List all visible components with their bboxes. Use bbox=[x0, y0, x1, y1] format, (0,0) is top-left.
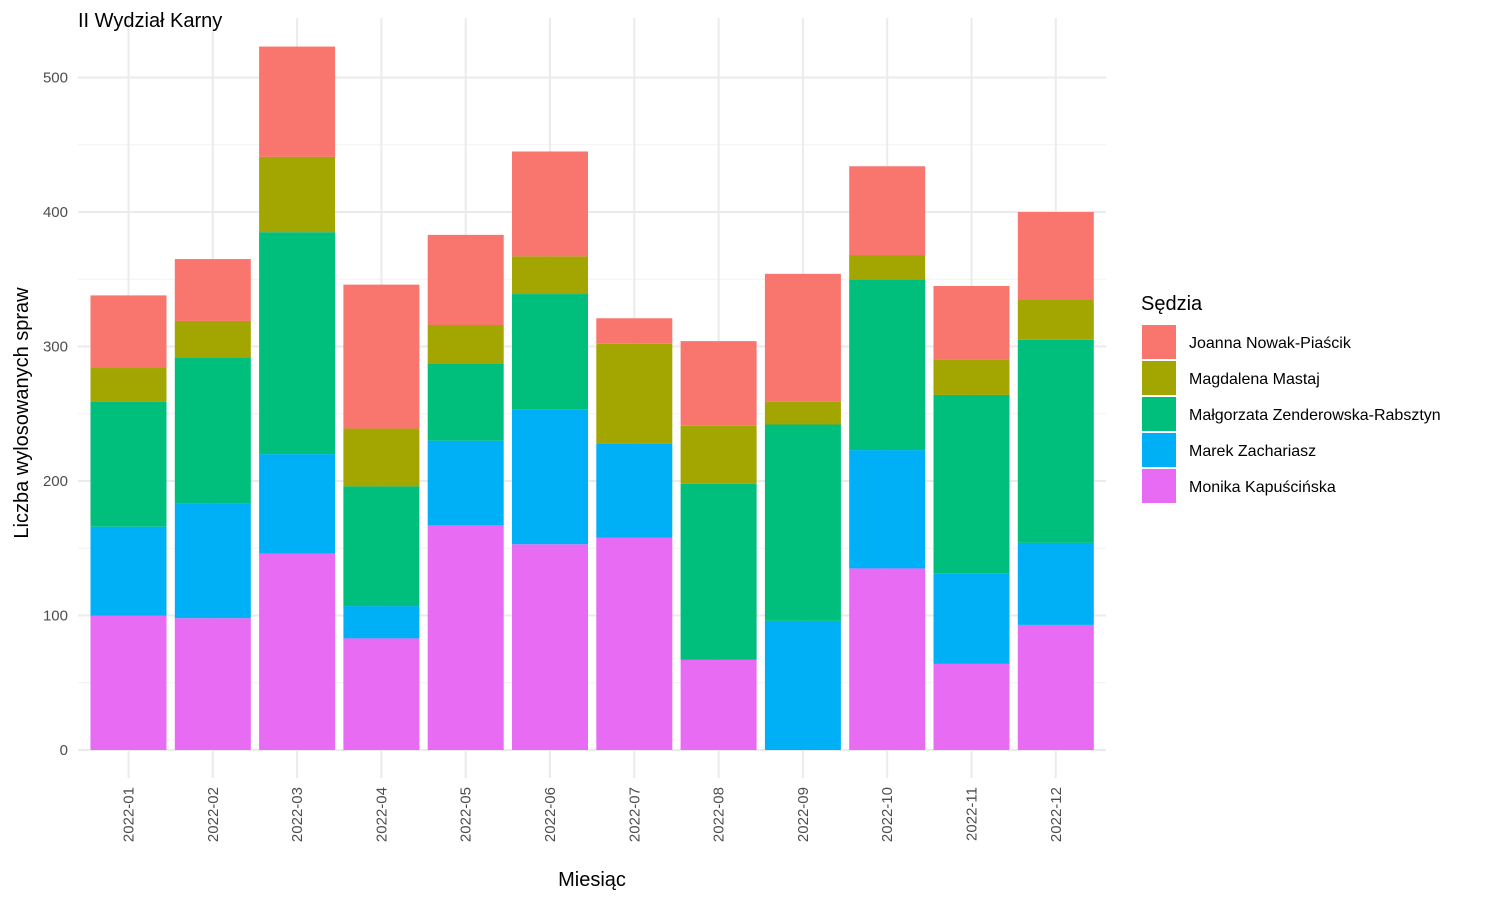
bar-segment-2022-04-0 bbox=[343, 638, 420, 750]
bar-segment-2022-07-3 bbox=[596, 343, 673, 444]
legend-key bbox=[1142, 325, 1176, 359]
x-tick-label-2022-03: 2022-03 bbox=[289, 787, 306, 842]
bar-segment-2022-07-1 bbox=[596, 443, 673, 538]
x-tick-label-2022-08: 2022-08 bbox=[711, 787, 728, 842]
bar-segment-2022-02-0 bbox=[174, 618, 251, 750]
y-axis-ticks: 0 100 200 300 400 500 bbox=[43, 70, 68, 760]
bar-segment-2022-01-0 bbox=[90, 615, 167, 750]
x-tick-label-2022-04: 2022-04 bbox=[373, 787, 390, 842]
bar-segment-2022-11-1 bbox=[933, 573, 1010, 664]
bar-segment-2022-01-1 bbox=[90, 526, 167, 616]
bar-segment-2022-06-0 bbox=[512, 544, 588, 750]
bar-segment-2022-05-3 bbox=[427, 324, 504, 364]
bar-segment-2022-06-1 bbox=[512, 409, 588, 545]
bar-segment-2022-01-2 bbox=[90, 401, 167, 527]
y-tick-label-0: 0 bbox=[60, 742, 68, 759]
bar-segment-2022-06-4 bbox=[512, 151, 588, 257]
bar-segment-2022-02-4 bbox=[174, 259, 251, 321]
legend-key bbox=[1142, 433, 1176, 467]
bar-segment-2022-06-3 bbox=[512, 256, 588, 295]
bar-segment-2022-10-0 bbox=[849, 568, 926, 750]
x-tick-label-2022-11: 2022-11 bbox=[964, 787, 981, 841]
bar-segment-2022-05-1 bbox=[427, 440, 504, 526]
legend-label: Marek Zachariasz bbox=[1189, 443, 1316, 460]
bar-segment-2022-11-3 bbox=[933, 359, 1010, 395]
bar-segment-2022-03-2 bbox=[259, 232, 336, 455]
bar-segment-2022-05-0 bbox=[427, 525, 504, 750]
bar-segment-2022-08-4 bbox=[680, 341, 757, 426]
y-tick-label-100: 100 bbox=[43, 608, 68, 625]
legend-key bbox=[1142, 397, 1176, 431]
legend-label: Monika Kapuścińska bbox=[1189, 479, 1336, 496]
bars-layer bbox=[90, 46, 1094, 750]
bar-segment-2022-04-1 bbox=[343, 606, 420, 639]
bar-segment-2022-09-3 bbox=[764, 401, 841, 425]
chart-title: II Wydział Karny bbox=[78, 10, 222, 32]
legend-key bbox=[1142, 469, 1176, 503]
bar-segment-2022-02-3 bbox=[174, 320, 251, 358]
y-tick-label-200: 200 bbox=[43, 473, 68, 490]
bar-segment-2022-05-2 bbox=[427, 363, 504, 441]
bar-segment-2022-11-2 bbox=[933, 394, 1010, 574]
x-tick-label-2022-02: 2022-02 bbox=[205, 787, 222, 842]
bar-segment-2022-10-4 bbox=[849, 166, 926, 256]
y-tick-label-300: 300 bbox=[43, 339, 68, 356]
bar-segment-2022-06-2 bbox=[512, 294, 588, 410]
x-tick-label-2022-01: 2022-01 bbox=[121, 787, 138, 842]
x-tick-label-2022-06: 2022-06 bbox=[542, 787, 559, 842]
bar-segment-2022-08-2 bbox=[680, 483, 757, 660]
bar-segment-2022-09-2 bbox=[764, 424, 841, 621]
legend-label: Magdalena Mastaj bbox=[1189, 371, 1320, 388]
bar-segment-2022-10-3 bbox=[849, 255, 926, 280]
legend: Sędzia Joanna Nowak-Piaścik Magdalena Mas… bbox=[1141, 293, 1441, 503]
legend-title: Sędzia bbox=[1141, 293, 1203, 315]
bar-segment-2022-08-3 bbox=[680, 425, 757, 484]
bar-segment-2022-01-4 bbox=[90, 295, 167, 369]
bar-segment-2022-08-0 bbox=[680, 659, 757, 750]
bar-segment-2022-03-3 bbox=[259, 156, 336, 233]
bar-segment-2022-12-1 bbox=[1017, 542, 1094, 625]
bar-segment-2022-03-1 bbox=[259, 454, 336, 554]
x-tick-label-2022-09: 2022-09 bbox=[795, 787, 812, 842]
x-axis-title: Miesiąc bbox=[558, 869, 626, 891]
x-axis-ticks: 2022-01 2022-02 2022-03 2022-04 2022-05 2022-… bbox=[121, 787, 1065, 842]
bar-segment-2022-03-4 bbox=[259, 46, 336, 157]
bar-segment-2022-05-4 bbox=[427, 234, 504, 325]
bar-segment-2022-04-4 bbox=[343, 284, 420, 429]
bar-segment-2022-11-0 bbox=[933, 663, 1010, 750]
bar-segment-2022-07-0 bbox=[596, 537, 673, 750]
bar-segment-2022-04-3 bbox=[343, 428, 420, 487]
bar-segment-2022-09-4 bbox=[764, 273, 841, 402]
x-tick-label-2022-05: 2022-05 bbox=[458, 787, 475, 842]
bar-segment-2022-07-4 bbox=[596, 318, 673, 344]
bar-segment-2022-02-2 bbox=[174, 357, 251, 504]
bar-segment-2022-01-3 bbox=[90, 368, 167, 402]
bar-segment-2022-04-2 bbox=[343, 486, 420, 607]
bar-segment-2022-10-1 bbox=[849, 450, 926, 569]
bar-segment-2022-02-1 bbox=[174, 503, 251, 619]
x-tick-label-2022-07: 2022-07 bbox=[626, 787, 643, 842]
y-tick-label-500: 500 bbox=[43, 70, 68, 87]
legend-key bbox=[1142, 361, 1176, 395]
legend-label: Joanna Nowak-Piaścik bbox=[1189, 335, 1352, 352]
x-tick-label-2022-10: 2022-10 bbox=[879, 787, 896, 842]
bar-segment-2022-12-0 bbox=[1017, 624, 1094, 750]
bar-segment-2022-12-2 bbox=[1017, 339, 1094, 543]
bar-segment-2022-09-1 bbox=[764, 620, 841, 750]
x-tick-label-2022-12: 2022-12 bbox=[1048, 787, 1065, 842]
y-axis-title: Liczba wylosowanych spraw bbox=[11, 287, 33, 539]
legend-label: Małgorzata Zenderowska-Rabsztyn bbox=[1189, 407, 1441, 424]
bar-segment-2022-12-4 bbox=[1017, 212, 1094, 300]
legend-items: Joanna Nowak-Piaścik Magdalena Mastaj Małg… bbox=[1142, 325, 1441, 503]
bar-segment-2022-10-2 bbox=[849, 279, 926, 451]
bar-segment-2022-12-3 bbox=[1017, 299, 1094, 340]
y-tick-label-400: 400 bbox=[43, 204, 68, 221]
bar-segment-2022-11-4 bbox=[933, 285, 1010, 360]
bar-segment-2022-03-0 bbox=[259, 553, 336, 750]
